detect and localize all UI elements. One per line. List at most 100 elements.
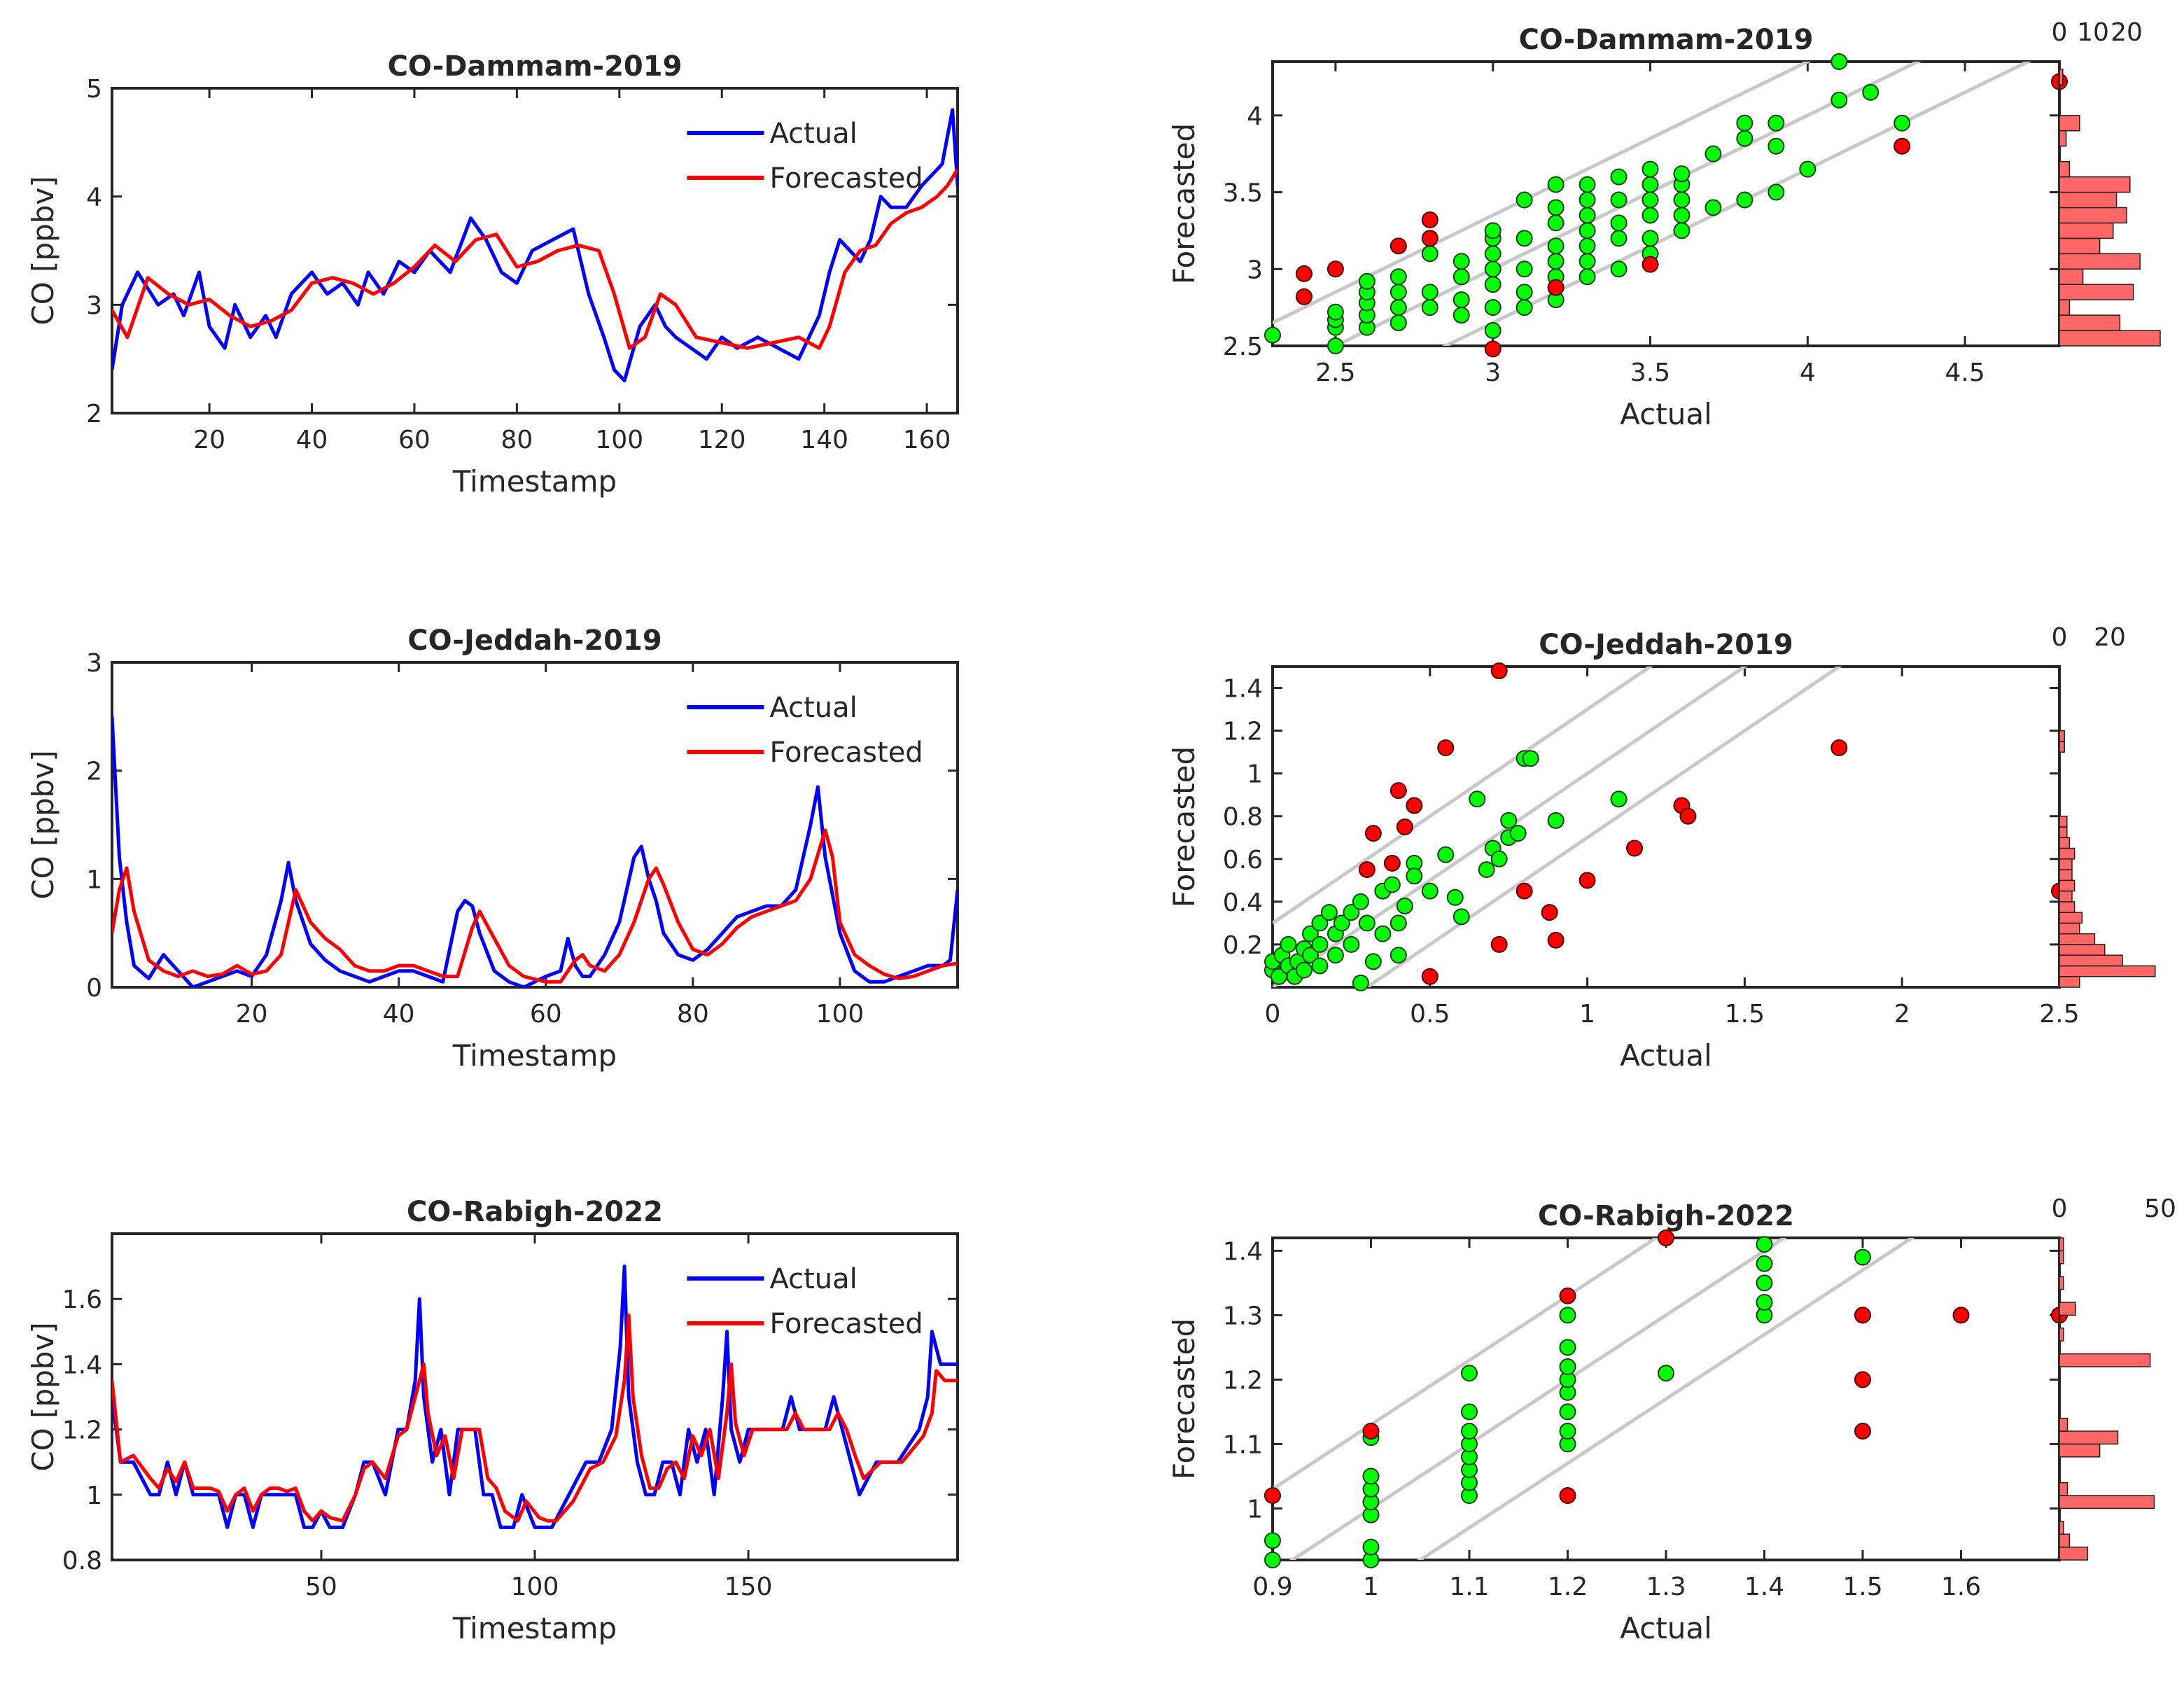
x-tick-label: 160: [903, 426, 951, 454]
legend-label: Forecasted: [769, 1308, 923, 1340]
hist-bar: [2059, 160, 2071, 178]
x-tick-label: 3.5: [1630, 358, 1670, 387]
inlier-point: [1352, 974, 1369, 991]
inlier-point: [1446, 889, 1464, 906]
x-tick-label: 1.1: [1449, 1573, 1489, 1601]
inlier-point: [1673, 165, 1690, 183]
inlier-point: [1559, 1403, 1576, 1421]
outlier-point: [1421, 968, 1438, 985]
inlier-point: [1642, 176, 1659, 193]
hist-bar: [2059, 1443, 2101, 1458]
y-tick-label: 1.2: [1223, 1366, 1263, 1395]
inlier-point: [1500, 811, 1518, 829]
y-axis-label: CO [ppbv]: [26, 750, 60, 899]
inlier-point: [1547, 214, 1564, 232]
x-axis-label: Timestamp: [452, 1611, 617, 1645]
chart-title: CO-Rabigh-2022: [407, 1196, 663, 1228]
hist-bar: [2059, 330, 2161, 347]
inlier-point: [1484, 222, 1502, 239]
hist-bar: [2059, 858, 2073, 870]
inlier-point: [1799, 160, 1816, 178]
inlier-point: [1516, 260, 1533, 278]
x-tick-label: 1: [1579, 1000, 1595, 1029]
hist-bar: [2059, 826, 2068, 839]
inlier-point: [1704, 199, 1722, 216]
inlier-point: [1610, 168, 1628, 186]
inlier-point: [1768, 183, 1785, 201]
inlier-point: [1547, 253, 1564, 270]
plot-content: [1273, 1238, 1915, 1560]
hist-bar: [2059, 115, 2080, 132]
inlier-point: [1326, 337, 1344, 354]
inlier-point: [1311, 914, 1329, 932]
inlier-point: [1559, 1339, 1576, 1356]
x-tick-label: 80: [677, 1000, 709, 1029]
hist-bar: [2059, 237, 2101, 255]
inlier-point: [1756, 1274, 1773, 1292]
legend-label: Actual: [769, 692, 857, 724]
inlier-point: [1559, 1307, 1576, 1324]
x-tick-label: 150: [724, 1573, 773, 1601]
inlier-point: [1390, 914, 1407, 932]
inlier-point: [1364, 953, 1382, 970]
outlier-point: [1559, 1287, 1576, 1304]
hist-bar: [2059, 1302, 2076, 1316]
inlier-point: [1516, 191, 1533, 209]
inlier-point: [1452, 291, 1470, 309]
outlier-point: [1854, 1307, 1871, 1324]
inlier-point: [1610, 230, 1628, 247]
outlier-point: [1390, 782, 1407, 800]
outlier-point: [1421, 230, 1438, 247]
y-tick-label: 1.2: [62, 1416, 102, 1445]
inlier-point: [1396, 897, 1413, 914]
inlier-point: [1830, 53, 1848, 70]
x-tick-label: 1.6: [1941, 1573, 1981, 1601]
x-tick-label: 2: [1894, 1000, 1910, 1029]
inlier-point: [1343, 904, 1360, 921]
inlier-point: [1421, 245, 1438, 263]
inlier-point: [1326, 947, 1344, 964]
x-tick-label: 20: [236, 1000, 268, 1029]
hist-bar: [2059, 912, 2083, 924]
inlier-point: [1437, 846, 1455, 863]
chart-panel-4: CO-Jeddah-2019 0 0.5 1 1.5 2 2.5 0.2 0.4 0.6 0.8 1 1…: [1167, 623, 2156, 1073]
outlier-point: [1952, 1307, 1970, 1324]
plot-content: [112, 716, 958, 987]
inlier-point: [1343, 935, 1360, 953]
x-axis-label: Actual: [1620, 397, 1712, 431]
inlier-point: [1704, 145, 1722, 162]
chart-panel-3: CO-Jeddah-2019 20 40 60 80 100 0 1 2 3 Timestamp CO…: [26, 625, 959, 1073]
inlier-point: [1452, 268, 1470, 286]
y-tick-label: 3: [86, 291, 102, 320]
hist-bar: [2059, 1237, 2064, 1252]
inlier-point: [1578, 268, 1596, 286]
x-tick-label: 80: [500, 426, 533, 454]
inlier-point: [1547, 811, 1564, 829]
inlier-point: [1326, 303, 1344, 321]
x-tick-label: 0.9: [1252, 1573, 1292, 1601]
plot-content: [112, 108, 958, 383]
y-axis-label: Forecasted: [1167, 1318, 1201, 1479]
inlier-point: [1509, 825, 1527, 842]
x-tick-label: 100: [816, 1000, 864, 1029]
inlier-point: [1484, 245, 1502, 263]
hist-bar: [2059, 69, 2064, 85]
outlier-point: [1626, 839, 1644, 857]
outlier-point: [1516, 882, 1533, 900]
inlier-point: [1578, 253, 1596, 270]
inlier-point: [1484, 260, 1502, 278]
hist-bar: [2059, 933, 2096, 945]
hist-bar: [2059, 191, 2118, 209]
y-tick-label: 1.4: [62, 1351, 102, 1379]
inlier-point: [1736, 130, 1754, 147]
inlier-point: [1547, 176, 1564, 193]
inlier-point: [1862, 83, 1879, 101]
hist-bar: [2059, 922, 2080, 935]
chart-title: CO-Rabigh-2022: [1538, 1200, 1794, 1232]
inlier-point: [1461, 1365, 1478, 1382]
inlier-point: [1756, 1294, 1773, 1311]
inlier-point: [1333, 914, 1350, 932]
inlier-point: [1264, 1532, 1281, 1549]
inlier-point: [1673, 222, 1690, 239]
outlier-point: [1578, 872, 1596, 889]
